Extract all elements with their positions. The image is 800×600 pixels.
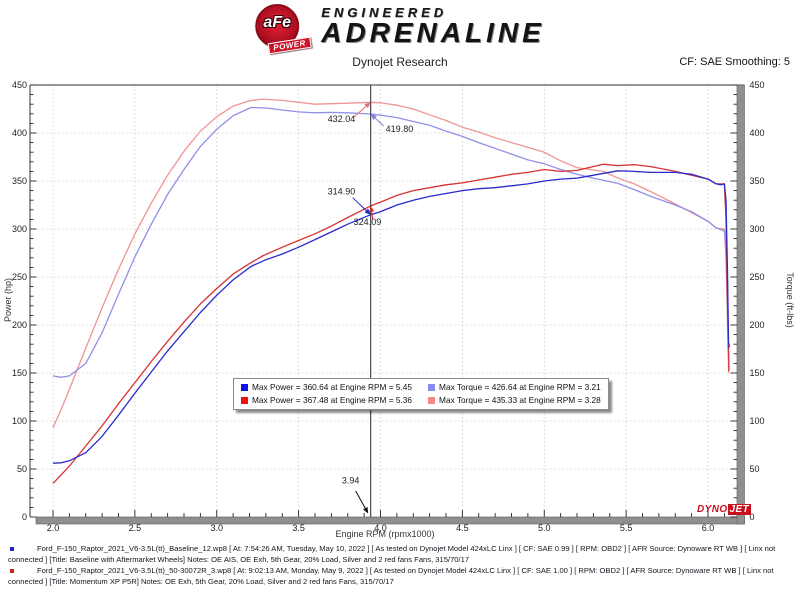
legend-swatch-icon (428, 397, 436, 404)
dynojet-dyno-text: DYNO (697, 504, 728, 515)
svg-text:100: 100 (12, 416, 27, 426)
run2-bullet (10, 569, 14, 573)
dyno-plot[interactable]: 2.0 2.5 3.0 3.5 4.0 4.5 5.0 5.5 6.0 0 50 100 150 200 2… (0, 75, 800, 545)
run2-info-line2: connected ] [Title: Momentum XP P5R] Not… (8, 576, 394, 586)
svg-text:150: 150 (750, 368, 765, 378)
svg-text:5.5: 5.5 (620, 523, 633, 533)
rpm-axis-label: Engine RPM (rpmx1000) (335, 529, 435, 539)
run1-info-line2: connected ] [Title: Baseline with Afterm… (8, 554, 470, 564)
svg-text:400: 400 (750, 128, 765, 138)
series-momentum-torque (52, 98, 730, 428)
legend-swatch-icon (241, 384, 248, 391)
svg-text:150: 150 (12, 368, 27, 378)
svg-text:250: 250 (12, 272, 27, 282)
plot-grid (30, 85, 737, 517)
svg-text:0: 0 (750, 512, 755, 522)
legend-item: Max Torque = 426.64 at Engine RPM = 3.21 (428, 381, 601, 394)
svg-text:2.5: 2.5 (129, 523, 142, 533)
svg-text:0: 0 (22, 512, 27, 522)
y-axis-left: 0 50 100 150 200 250 300 350 400 450 (12, 80, 37, 522)
svg-text:4.0: 4.0 (374, 523, 387, 533)
run-entry-baseline: Ford_F-150_Raptor_2021_V6-3.5L(tt)_Basel… (0, 544, 800, 565)
annotation-324.09: 324.09 (354, 217, 382, 227)
svg-text:300: 300 (750, 224, 765, 234)
svg-text:250: 250 (750, 272, 765, 282)
run-entry-momentum: Ford_F-150_Raptor_2021_V6-3.5L(tt)_50-30… (0, 566, 800, 587)
afe-logo-badge: aFe POWER (255, 4, 312, 55)
svg-text:6.0: 6.0 (702, 523, 715, 533)
svg-text:3.94: 3.94 (342, 476, 360, 486)
run2-info-line1: Ford_F-150_Raptor_2021_V6-3.5L(tt)_50-30… (37, 566, 774, 575)
x-axis: 2.0 2.5 3.0 3.5 4.0 4.5 5.0 5.5 6.0 (47, 510, 725, 533)
cursor-line[interactable]: 3.94 (334, 85, 372, 517)
adrenaline-text: ADRENALINE (321, 17, 545, 48)
annotation-432.04: 432.04 (328, 114, 356, 124)
series-momentum-power (52, 163, 730, 484)
svg-text:450: 450 (750, 80, 765, 90)
legend-text: Max Torque = 435.33 at Engine RPM = 3.28 (439, 395, 601, 405)
plot-frame (29, 84, 745, 525)
engineered-text: ENGINEERED (321, 5, 448, 20)
legend-swatch-icon (428, 384, 436, 391)
svg-text:5.0: 5.0 (538, 523, 551, 533)
svg-text:4.5: 4.5 (456, 523, 469, 533)
run1-info-line1: Ford_F-150_Raptor_2021_V6-3.5L(tt)_Basel… (37, 544, 776, 553)
logo-wordmark: ENGINEERED ADRENALINE (321, 4, 545, 49)
legend-text: Max Power = 360.64 at Engine RPM = 5.45 (252, 382, 413, 392)
annotation-314.90: 314.90 (328, 187, 356, 197)
legend-item: Max Torque = 435.33 at Engine RPM = 3.28 (428, 394, 601, 407)
legend-box: Max Power = 360.64 at Engine RPM = 5.45 M… (233, 378, 609, 410)
series-baseline-torque (52, 106, 730, 378)
svg-text:450: 450 (12, 80, 27, 90)
dynojet-watermark: DYNO JET (697, 504, 752, 515)
run-info-footer: Ford_F-150_Raptor_2021_V6-3.5L(tt)_Basel… (0, 544, 800, 588)
series-baseline-power (52, 170, 730, 464)
afe-aperture-icon (255, 4, 300, 48)
legend-item: Max Power = 360.64 at Engine RPM = 5.45 (241, 381, 412, 394)
annotation-419.80: 419.80 (386, 124, 414, 134)
svg-text:3.0: 3.0 (210, 523, 223, 533)
annotations: 432.04 419.80 314.90 324.09 (328, 102, 414, 227)
legend-item: Max Power = 367.48 at Engine RPM = 5.36 (241, 394, 412, 407)
legend-text: Max Torque = 426.64 at Engine RPM = 3.21 (439, 382, 601, 392)
svg-text:400: 400 (12, 128, 27, 138)
legend-text: Max Power = 367.48 at Engine RPM = 5.36 (252, 395, 413, 405)
svg-text:3.5: 3.5 (292, 523, 305, 533)
afe-logo-text: aFe (263, 14, 291, 31)
smoothing-label: CF: SAE Smoothing: 5 (679, 56, 790, 68)
svg-text:200: 200 (12, 320, 27, 330)
svg-text:300: 300 (12, 224, 27, 234)
series-lines (52, 98, 730, 484)
legend-swatch-icon (241, 397, 248, 404)
y-axis-right: 0 50 100 150 200 250 300 350 400 450 (730, 80, 765, 522)
svg-text:100: 100 (750, 416, 765, 426)
svg-text:50: 50 (750, 464, 760, 474)
svg-text:200: 200 (750, 320, 765, 330)
dynojet-jet-text: JET (727, 504, 752, 515)
afe-power-logo: aFe POWER ENGINEERED ADRENALINE (255, 4, 545, 55)
svg-text:2.0: 2.0 (47, 523, 60, 533)
svg-text:350: 350 (750, 176, 765, 186)
svg-text:350: 350 (12, 176, 27, 186)
run1-bullet (10, 547, 14, 551)
svg-text:50: 50 (17, 464, 27, 474)
right-axis-bar (736, 84, 745, 525)
x-axis-bar (35, 516, 745, 525)
page-title: Dynojet Research (352, 55, 448, 69)
